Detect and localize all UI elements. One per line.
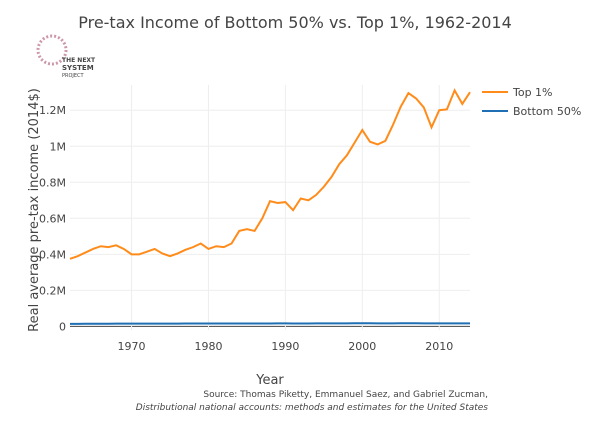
logo-text: PROJECT bbox=[62, 73, 85, 79]
y-tick-label: 0.4M bbox=[39, 248, 66, 261]
line-series bbox=[69, 88, 471, 260]
chart-title: Pre-tax Income of Bottom 50% vs. Top 1%,… bbox=[78, 13, 512, 32]
source: Source: Thomas Piketty, Emmanuel Saez, a… bbox=[203, 390, 488, 400]
logo: THE NEXT SYSTEM PROJECT bbox=[36, 34, 96, 79]
y-axis-label: Real average pre-tax income (2014$) bbox=[27, 88, 42, 332]
x-axis-label: Year bbox=[255, 373, 284, 388]
y-tick-label: 1.2M bbox=[39, 104, 66, 117]
y-tick-label: 0 bbox=[59, 320, 66, 333]
x-tick-label: 1970 bbox=[118, 340, 146, 353]
line-series bbox=[69, 322, 471, 325]
x-tick-label: 2010 bbox=[425, 340, 453, 353]
logo-text: SYSTEM bbox=[62, 64, 94, 72]
logo-text: THE NEXT bbox=[62, 57, 96, 64]
y-tick-label: 0.6M bbox=[39, 212, 66, 225]
x-tick-label: 1980 bbox=[194, 340, 222, 353]
legend-label: Bottom 50% bbox=[513, 105, 581, 118]
logo-icon bbox=[36, 34, 68, 66]
legend-label: Top 1% bbox=[512, 86, 553, 99]
y-tick-label: 0.2M bbox=[39, 284, 66, 297]
x-tick-label: 1990 bbox=[271, 340, 299, 353]
y-tick-label: 1M bbox=[50, 140, 67, 153]
y-tick-label: 0.8M bbox=[39, 176, 66, 189]
x-tick-label: 2000 bbox=[348, 340, 376, 353]
source: Distributional national accounts: method… bbox=[136, 403, 489, 413]
